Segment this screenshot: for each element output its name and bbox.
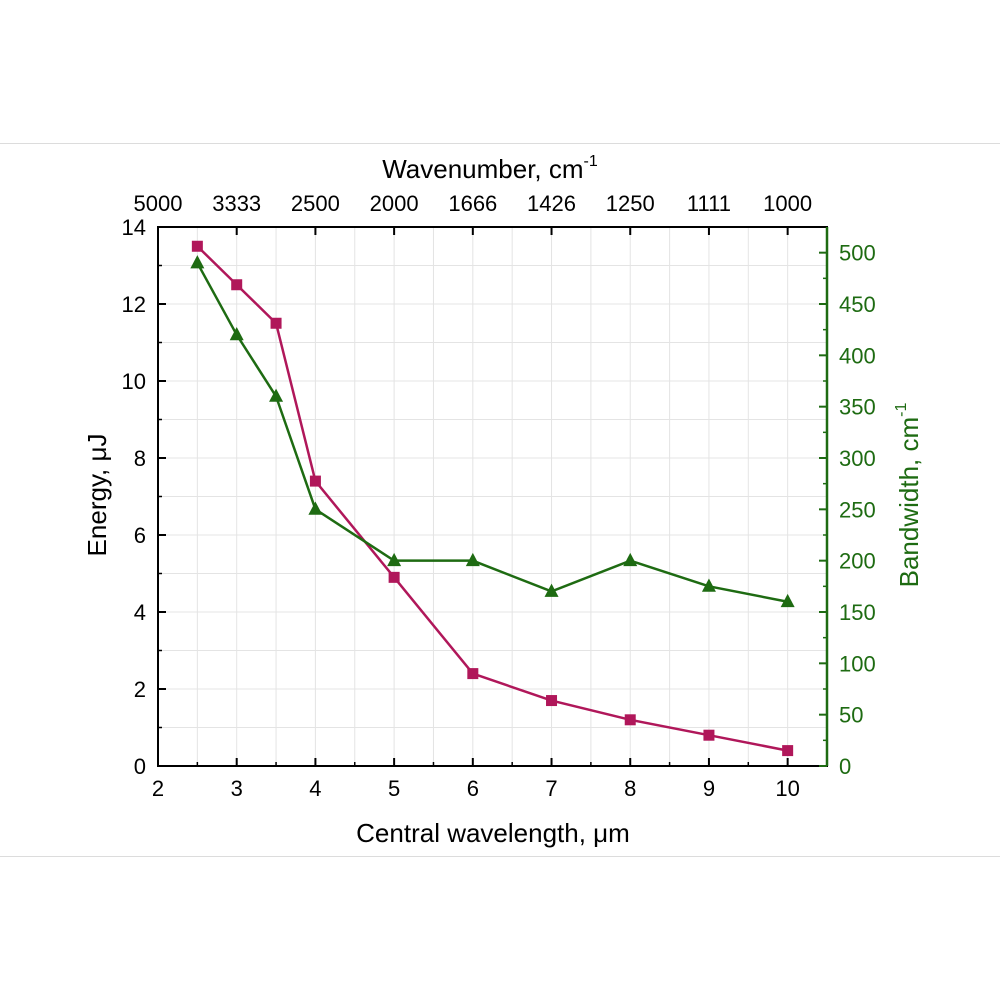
series-layer xyxy=(190,240,795,757)
y2-axis-label: Bandwidth, cm-1 xyxy=(893,403,924,588)
energy-point xyxy=(388,571,400,583)
x-tick-label: 4 xyxy=(309,776,321,801)
bottom-divider xyxy=(0,856,1000,857)
y-tick-label: 12 xyxy=(122,292,146,317)
energy-point xyxy=(703,729,715,741)
y-tick-label: 0 xyxy=(134,754,146,779)
energy-point xyxy=(191,240,203,252)
y-axis-label: Energy, μJ xyxy=(82,434,112,557)
y-tick-label: 2 xyxy=(134,677,146,702)
y-tick-label: 8 xyxy=(134,446,146,471)
x2-axis-label-sup: -1 xyxy=(584,153,598,170)
energy-point xyxy=(270,317,282,329)
bandwidth-point xyxy=(308,501,323,515)
y2-tick-label: 300 xyxy=(839,446,876,471)
x2-axis-label: Wavenumber, cm-1 xyxy=(382,153,598,184)
x-tick-label: 5 xyxy=(388,776,400,801)
y2-tick-label: 450 xyxy=(839,292,876,317)
x-tick-label: 7 xyxy=(545,776,557,801)
x2-tick-label: 1111 xyxy=(687,191,731,216)
top-divider xyxy=(0,143,1000,144)
bandwidth-point xyxy=(701,578,716,592)
bandwidth-point xyxy=(623,552,638,567)
x-tick-label: 10 xyxy=(775,776,799,801)
bandwidth-point xyxy=(465,552,480,567)
y-tick-label: 10 xyxy=(122,369,146,394)
x2-tick-label: 1250 xyxy=(606,191,655,216)
y2-axis-label-text: Bandwidth, cm xyxy=(894,417,924,588)
x-tick-label: 3 xyxy=(231,776,243,801)
bandwidth-point xyxy=(544,583,559,597)
x2-tick-label: 1426 xyxy=(527,191,576,216)
y2-tick-label: 50 xyxy=(839,703,863,728)
x2-tick-label: 5000 xyxy=(134,191,183,216)
y2-tick-label: 500 xyxy=(839,241,876,266)
y2-tick-label: 100 xyxy=(839,651,876,676)
energy-point xyxy=(309,475,321,487)
energy-point xyxy=(546,695,558,707)
x2-tick-label: 1000 xyxy=(763,191,812,216)
x-axis-label: Central wavelength, μm xyxy=(356,818,630,848)
x-tick-label: 8 xyxy=(624,776,636,801)
x-tick-label: 9 xyxy=(703,776,715,801)
y2-tick-label: 200 xyxy=(839,549,876,574)
series-line-energy xyxy=(196,245,788,752)
x2-tick-label: 3333 xyxy=(212,191,261,216)
y2-tick-label: 250 xyxy=(839,497,876,522)
x2-tick-label: 1666 xyxy=(448,191,497,216)
y2-tick-label: 0 xyxy=(839,754,851,779)
series-line-bandwidth xyxy=(196,262,788,603)
y2-tick-label: 350 xyxy=(839,395,876,420)
bandwidth-point xyxy=(229,327,244,341)
y-tick-label: 6 xyxy=(134,523,146,548)
y2-tick-label: 400 xyxy=(839,343,876,368)
y-tick-label: 14 xyxy=(122,215,146,240)
y2-tick-label: 150 xyxy=(839,600,876,625)
x-tick-label: 2 xyxy=(152,776,164,801)
bandwidth-point xyxy=(780,593,795,608)
bandwidth-point xyxy=(190,255,205,269)
energy-point xyxy=(467,668,479,680)
x2-axis-label-text: Wavenumber, cm xyxy=(382,154,583,184)
bandwidth-point xyxy=(387,552,402,567)
y2-axis-label-sup: -1 xyxy=(893,403,910,417)
energy-point xyxy=(231,279,243,291)
bandwidth-point xyxy=(269,388,284,402)
energy-point xyxy=(624,714,636,726)
x-tick-label: 6 xyxy=(467,776,479,801)
y-tick-label: 4 xyxy=(134,600,146,625)
energy-point xyxy=(782,745,794,757)
x2-tick-label: 2500 xyxy=(291,191,340,216)
grid xyxy=(158,227,827,766)
x2-tick-label: 2000 xyxy=(370,191,419,216)
